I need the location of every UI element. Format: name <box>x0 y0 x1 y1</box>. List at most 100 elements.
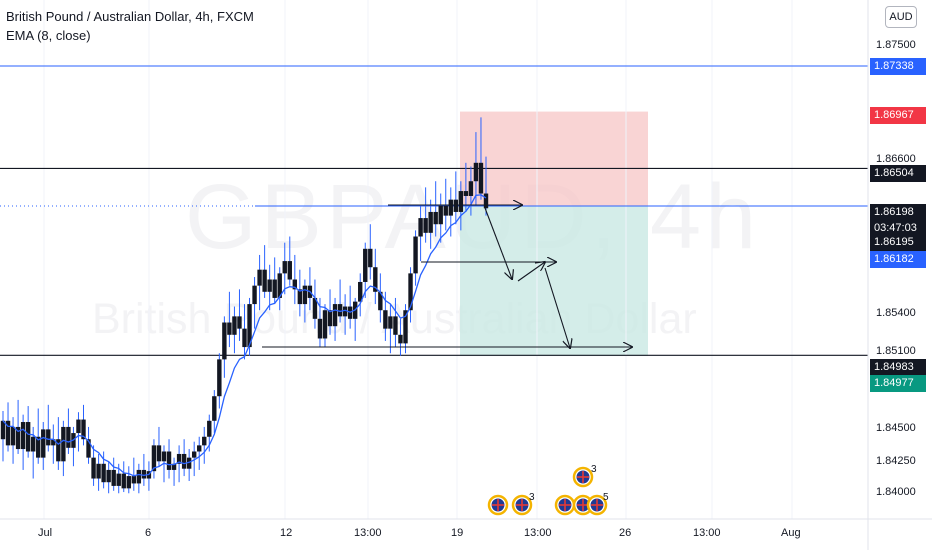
candle-body <box>161 451 167 462</box>
candle-body <box>388 316 393 329</box>
candle-body <box>428 211 433 233</box>
candle-body <box>111 469 116 486</box>
currency-button[interactable]: AUD <box>885 6 917 28</box>
stop-loss-zone <box>460 111 648 207</box>
candle-body <box>61 426 66 462</box>
candle-body <box>156 445 162 462</box>
candle-body <box>443 205 448 216</box>
candle-body <box>10 426 16 446</box>
candle-body <box>418 218 423 237</box>
candle-body <box>398 334 403 344</box>
candle-body <box>312 297 318 319</box>
candle-body <box>363 248 368 282</box>
candle-body <box>5 420 11 446</box>
candle-body <box>413 236 418 274</box>
time-tick: 26 <box>619 527 632 539</box>
candle-body <box>423 218 428 233</box>
candle-body <box>227 322 232 335</box>
candle-body <box>191 451 197 458</box>
candle-body <box>257 269 262 286</box>
candle-body <box>292 279 298 290</box>
ray-price-label: 1.86182 <box>870 251 926 268</box>
candle-body <box>96 463 101 479</box>
candle-body <box>342 306 348 317</box>
hline-price-label: 1.87338 <box>870 58 926 75</box>
time-tick: 13:00 <box>524 527 552 539</box>
time-tick: 13:00 <box>693 527 721 539</box>
candle-body <box>186 457 192 469</box>
candle-body <box>131 476 137 484</box>
time-tick: 13:00 <box>354 527 382 539</box>
resistance-label: 1.86504 <box>870 165 926 182</box>
indicator-label[interactable]: EMA (8, close) <box>6 28 91 43</box>
stop-loss-label: 1.86967 <box>870 107 926 124</box>
au-flag-icon[interactable] <box>572 466 594 488</box>
bid-price-label: 1.86195 <box>870 234 926 251</box>
candle-body <box>453 199 459 212</box>
candle-body <box>237 316 242 329</box>
candle-body <box>483 193 489 209</box>
candle-body <box>66 426 71 448</box>
candle-body <box>207 420 212 437</box>
candle-body <box>222 322 227 360</box>
time-tick: Jul <box>38 527 53 539</box>
candle-body <box>41 429 46 458</box>
candle-body <box>176 453 182 464</box>
price-tick: 1.86600 <box>876 153 916 165</box>
candle-body <box>217 359 222 397</box>
candle-body <box>242 328 247 348</box>
candle-body <box>322 310 328 339</box>
candle-body <box>272 279 277 298</box>
event-count-badge: 3 <box>591 464 597 475</box>
event-count-badge: 5 <box>603 492 609 503</box>
candle-body <box>287 261 292 280</box>
candle-body <box>403 310 408 344</box>
candle-body <box>202 436 207 446</box>
candle-body <box>0 420 6 440</box>
candle-body <box>262 269 267 292</box>
price-tick: 1.85100 <box>876 345 916 357</box>
candle-body <box>36 436 41 458</box>
candle-body <box>181 453 187 469</box>
candle-body <box>56 439 61 462</box>
candle-body <box>337 304 343 317</box>
candle-body <box>317 318 323 339</box>
candle-body <box>76 419 81 434</box>
candle-body <box>20 422 26 450</box>
uk-flag-icon[interactable] <box>487 494 509 516</box>
time-tick: Aug <box>781 527 801 539</box>
candle-body <box>81 419 86 440</box>
candle-body <box>433 211 438 225</box>
candle-body <box>126 476 131 489</box>
candle-body <box>448 199 453 216</box>
candle-body <box>473 162 479 182</box>
time-tick: 6 <box>145 527 152 539</box>
candle-body <box>197 445 202 452</box>
candle-body <box>136 469 142 484</box>
candle-body <box>15 426 21 450</box>
support-label: 1.84983 <box>870 359 926 376</box>
candle-body <box>358 281 363 302</box>
candle-body <box>101 463 106 483</box>
uk-flag-icon[interactable] <box>586 494 608 516</box>
candle-body <box>383 310 388 329</box>
candle-body <box>458 191 464 212</box>
price-tick: 1.87500 <box>876 39 916 51</box>
candle-body <box>151 445 157 472</box>
price-tick: 1.84500 <box>876 422 916 434</box>
ema-line <box>2 194 487 477</box>
candle-body <box>141 469 147 479</box>
price-tick: 1.84250 <box>876 455 916 467</box>
uk-flag-icon[interactable] <box>554 494 576 516</box>
time-tick: 12 <box>280 527 293 539</box>
chart-legend: British Pound / Australian Dollar, 4h, F… <box>6 7 254 45</box>
candle-body <box>332 304 338 327</box>
au-flag-icon[interactable] <box>511 494 533 516</box>
candle-body <box>277 273 282 298</box>
candle-body <box>378 291 383 311</box>
candle-body <box>121 473 126 489</box>
symbol-title[interactable]: British Pound / Australian Dollar, 4h, F… <box>6 9 254 24</box>
candle-body <box>267 279 272 292</box>
